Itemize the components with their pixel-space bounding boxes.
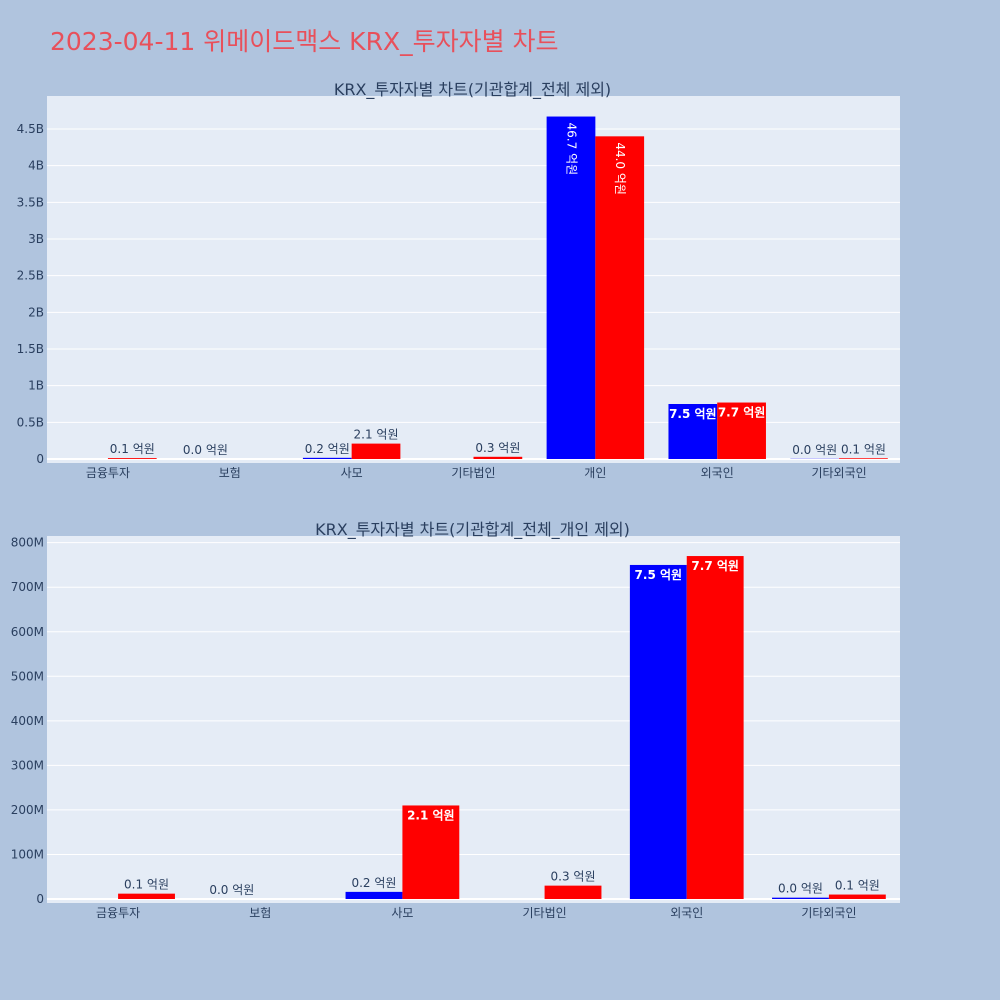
- bar: [473, 456, 523, 459]
- x-tick-label: 사모: [391, 906, 413, 920]
- data-label: 7.7 억원: [691, 559, 739, 573]
- data-label: 2.1 억원: [407, 808, 455, 822]
- y-tick-label: 600M: [11, 625, 44, 639]
- x-tick-label: 금융투자: [86, 466, 130, 480]
- y-tick-label: 0: [36, 452, 44, 466]
- data-label: 0.2 억원: [351, 876, 396, 890]
- bar: [351, 443, 401, 459]
- y-tick-label: 100M: [11, 847, 44, 861]
- bar: [668, 404, 718, 459]
- x-tick-label: 보험: [219, 466, 241, 480]
- bar: [595, 136, 645, 460]
- bar: [544, 885, 602, 899]
- chart-1: 0 0.5B 1B 1.5B 2B 2.5B 3B 3.5B 4B 4.5B KRX_투자자별 차트…: [17, 80, 900, 480]
- y-tick-label: 1.5B: [17, 342, 44, 356]
- y-tick-label: 700M: [11, 580, 44, 594]
- data-label: 0.1 억원: [124, 878, 169, 892]
- x-tick-label: 기타법인: [451, 466, 495, 480]
- y-tick-label: 1B: [28, 379, 44, 393]
- bar: [772, 897, 829, 899]
- plot-area: [47, 96, 900, 463]
- bar: [839, 458, 888, 459]
- bar: [546, 116, 596, 460]
- data-label: 0.3 억원: [551, 870, 596, 884]
- chart-2: 0 100M 200M 300M 400M 500M 600M 700M 800M KRX_투자자…: [11, 520, 900, 920]
- data-label: 0.1 억원: [841, 442, 886, 456]
- x-tick-label: 기타외국인: [811, 466, 866, 480]
- data-label: 7.5 억원: [635, 568, 683, 582]
- data-label: 7.7 억원: [718, 406, 766, 420]
- data-label: 0.1 억원: [835, 879, 880, 893]
- chart-title: KRX_투자자별 차트(기관합계_전체 제외): [334, 80, 611, 100]
- bar: [118, 893, 175, 899]
- chart-title: KRX_투자자별 차트(기관합계_전체_개인 제외): [315, 520, 630, 540]
- bar: [629, 564, 687, 899]
- bar: [686, 556, 744, 899]
- x-tick-label: 보험: [249, 906, 271, 920]
- x-tick-label: 금융투자: [96, 906, 140, 920]
- y-tick-label: 800M: [11, 536, 44, 550]
- data-label: 0.0 억원: [209, 883, 254, 897]
- y-tick-label: 300M: [11, 758, 44, 772]
- page-title: 2023-04-11 위메이드맥스 KRX_투자자별 차트: [50, 27, 559, 56]
- y-tick-label: 0.5B: [17, 415, 44, 429]
- x-tick-label: 기타외국인: [801, 906, 856, 920]
- y-tick-label: 400M: [11, 714, 44, 728]
- x-tick-label: 외국인: [670, 906, 703, 920]
- data-label: 0.0 억원: [183, 443, 228, 457]
- y-tick-label: 3B: [28, 232, 44, 246]
- y-tick-label: 4.5B: [17, 122, 44, 136]
- data-label: 0.0 억원: [778, 882, 823, 896]
- x-tick-label: 개인: [584, 466, 606, 480]
- data-label: 0.3 억원: [475, 441, 520, 455]
- y-tick-label: 2B: [28, 305, 44, 319]
- x-tick-label: 외국인: [701, 466, 734, 480]
- data-label: 0.1 억원: [110, 442, 155, 456]
- bar: [107, 458, 157, 459]
- data-label: 2.1 억원: [354, 428, 399, 442]
- y-tick-label: 3.5B: [17, 195, 44, 209]
- bar: [717, 402, 766, 459]
- bar: [302, 457, 352, 459]
- data-label: 46.7 억원: [564, 123, 578, 176]
- y-tick-label: 2.5B: [17, 269, 44, 283]
- plot-area: [47, 536, 900, 903]
- x-tick-label: 사모: [341, 466, 363, 480]
- data-label: 0.0 억원: [792, 443, 837, 457]
- y-tick-label: 200M: [11, 803, 44, 817]
- data-label: 44.0 억원: [613, 142, 627, 195]
- y-tick-label: 0: [36, 892, 44, 906]
- y-tick-label: 500M: [11, 669, 44, 683]
- data-label: 7.5 억원: [669, 407, 717, 421]
- data-label: 0.2 억원: [305, 442, 350, 456]
- bar: [402, 805, 460, 899]
- y-tick-label: 4B: [28, 159, 44, 173]
- bar: [345, 891, 403, 899]
- x-tick-label: 기타법인: [522, 906, 566, 920]
- bar: [828, 894, 886, 899]
